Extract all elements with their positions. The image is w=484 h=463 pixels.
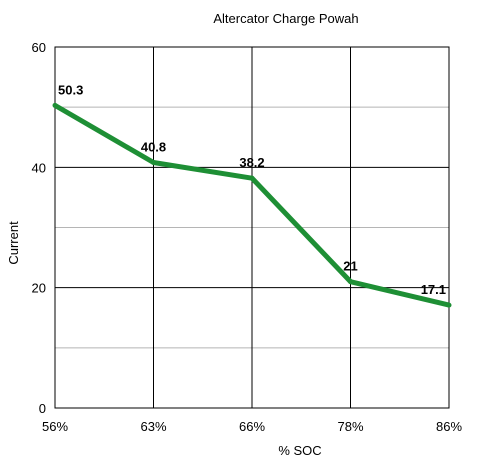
data-label: 17.1 xyxy=(421,282,446,297)
y-tick-label: 20 xyxy=(32,281,46,296)
x-tick-label: 63% xyxy=(140,419,166,434)
data-label: 38.2 xyxy=(239,155,264,170)
data-label: 40.8 xyxy=(141,140,166,155)
y-tick-label: 40 xyxy=(32,160,46,175)
x-tick-label: 56% xyxy=(42,419,68,434)
x-axis-label: % SOC xyxy=(278,443,321,458)
y-tick-label: 0 xyxy=(39,401,46,416)
y-tick-label: 60 xyxy=(32,40,46,55)
plot-border xyxy=(54,46,450,409)
data-labels: 50.3 40.8 38.2 21 17.1 xyxy=(58,82,446,297)
x-tick-label: 66% xyxy=(239,419,265,434)
axes: 0 20 40 60 56% 63% 66% 78% 86% xyxy=(32,40,463,434)
series xyxy=(52,102,452,308)
data-label: 21 xyxy=(343,259,357,274)
data-label: 50.3 xyxy=(58,82,83,97)
data-point xyxy=(151,160,156,166)
data-point xyxy=(249,175,255,181)
chart-title: Altercator Charge Powah xyxy=(213,11,358,26)
data-point xyxy=(446,302,452,308)
data-point xyxy=(348,279,353,285)
grid xyxy=(54,46,450,409)
data-point xyxy=(52,102,58,108)
x-tick-label: 78% xyxy=(337,419,363,434)
y-axis-label: Current xyxy=(6,221,21,265)
x-tick-label: 86% xyxy=(436,419,462,434)
